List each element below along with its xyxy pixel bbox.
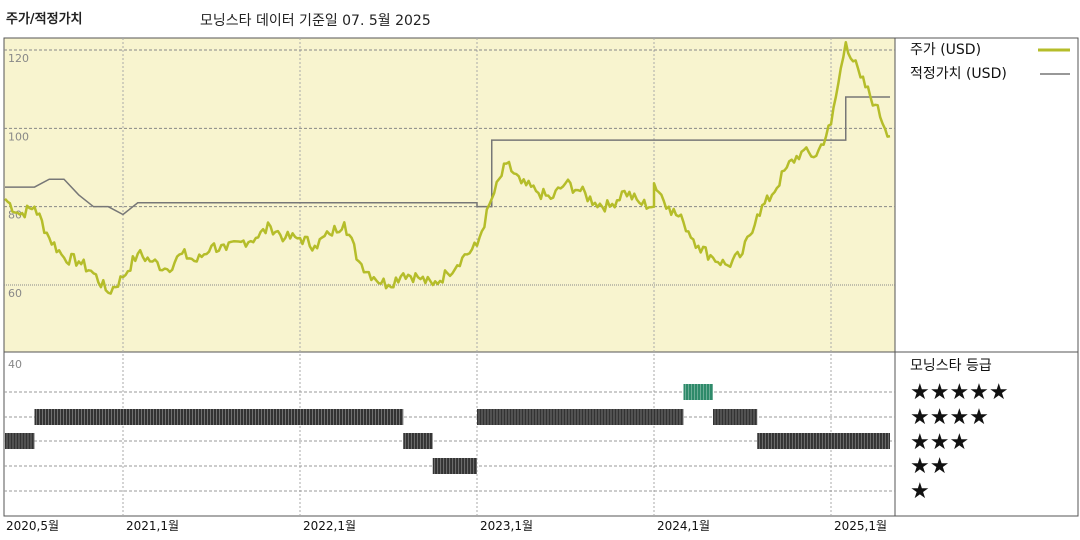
x-tick-label: 2024,1월	[657, 519, 710, 533]
rating-bar-3-star	[403, 433, 433, 449]
rating-bar-4-star	[477, 409, 684, 425]
rating-bar-fill	[5, 433, 35, 449]
chart-title: 주가/적정가치	[6, 12, 83, 27]
rating-bar-4-star	[713, 409, 758, 425]
price-line	[4, 40, 891, 295]
rating-bar-3-star	[5, 433, 35, 449]
rating-bar-fill	[34, 409, 404, 425]
price-panel-bg	[4, 38, 895, 352]
rating-bar-fill	[683, 384, 713, 400]
x-tick-label: 2022,1월	[303, 519, 356, 533]
data-date-label: 모닝스타 데이터 기준일 07. 5월 2025	[200, 13, 431, 29]
y-tick-label: 60	[8, 287, 22, 300]
y-tick-label: 100	[8, 130, 29, 143]
legend-price-label: 주가 (USD)	[910, 42, 981, 58]
rating-legend-stars: ★	[910, 479, 930, 504]
rating-bar-fill	[757, 433, 890, 449]
rating-bar-fill	[403, 433, 433, 449]
rating-legend-stars: ★★★★★	[910, 380, 1009, 405]
lower-y-tick-label: 40	[8, 358, 22, 371]
rating-legend-stars: ★★	[910, 454, 949, 479]
rating-legend-title: 모닝스타 등급	[910, 358, 992, 374]
chart-frame	[3, 37, 1079, 517]
rating-bar-4-star	[34, 409, 404, 425]
rating-bar-fill	[713, 409, 758, 425]
rating-legend-stars: ★★★★	[910, 405, 989, 430]
rating-bar-fill	[432, 458, 477, 474]
legend-fair-value-label: 적정가치 (USD)	[910, 66, 1007, 82]
x-tick-label: 2020,5월	[6, 519, 59, 533]
rating-legend-stars: ★★★	[910, 430, 969, 455]
y-tick-label: 120	[8, 52, 29, 65]
x-tick-label: 2021,1월	[126, 519, 179, 533]
x-tick-label: 2023,1월	[480, 519, 533, 533]
rating-bar-fill	[477, 409, 684, 425]
rating-bar-2-star	[432, 458, 478, 474]
rating-bar-3-star	[757, 433, 890, 449]
x-tick-label: 2025,1월	[834, 519, 887, 533]
fair-value-line	[5, 96, 890, 216]
rating-bar-5-star	[683, 384, 713, 400]
